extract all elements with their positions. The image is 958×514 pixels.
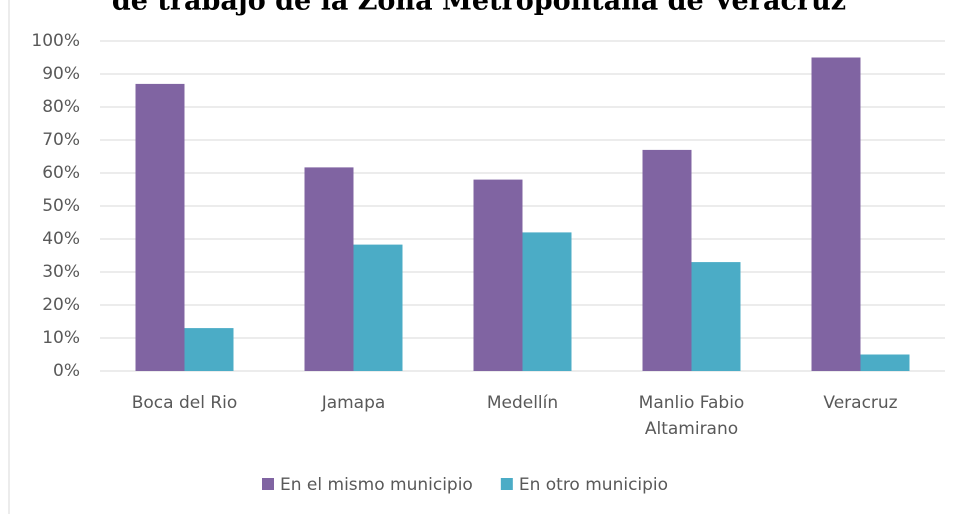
y-tick-label: 80% [42,97,80,117]
legend-label: En el mismo municipio [280,475,473,495]
chart-title: de trabajo de la Zona Metropolitana de V… [112,0,846,17]
y-tick-label: 70% [42,130,80,150]
x-tick-label: Medellín [487,393,558,413]
bar [642,149,692,371]
y-tick-label: 10% [42,328,80,348]
y-tick-label: 20% [42,295,80,315]
x-tick-label: Boca del Rio [132,393,238,413]
bar [135,83,185,372]
y-tick-label: 0% [53,361,80,381]
x-tick-label: Veracruz [823,393,897,413]
bar [184,328,234,371]
legend-swatch [500,478,513,490]
bar [811,57,861,371]
y-tick-label: 90% [42,64,80,84]
y-tick-label: 100% [31,31,80,51]
bar [691,262,741,371]
y-tick-label: 50% [42,196,80,216]
y-tick-label: 30% [42,262,80,282]
bar [473,179,523,371]
x-tick-label: Jamapa [321,393,386,413]
bar [353,244,403,371]
legend-label: En otro municipio [519,475,668,495]
bar [304,167,354,371]
legend-swatch [262,478,274,490]
bar [860,354,910,371]
y-tick-label: 40% [42,229,80,249]
bar [522,232,572,371]
x-tick-label: Manlio Fabio Altamirano [639,393,745,439]
y-tick-label: 60% [42,163,80,183]
